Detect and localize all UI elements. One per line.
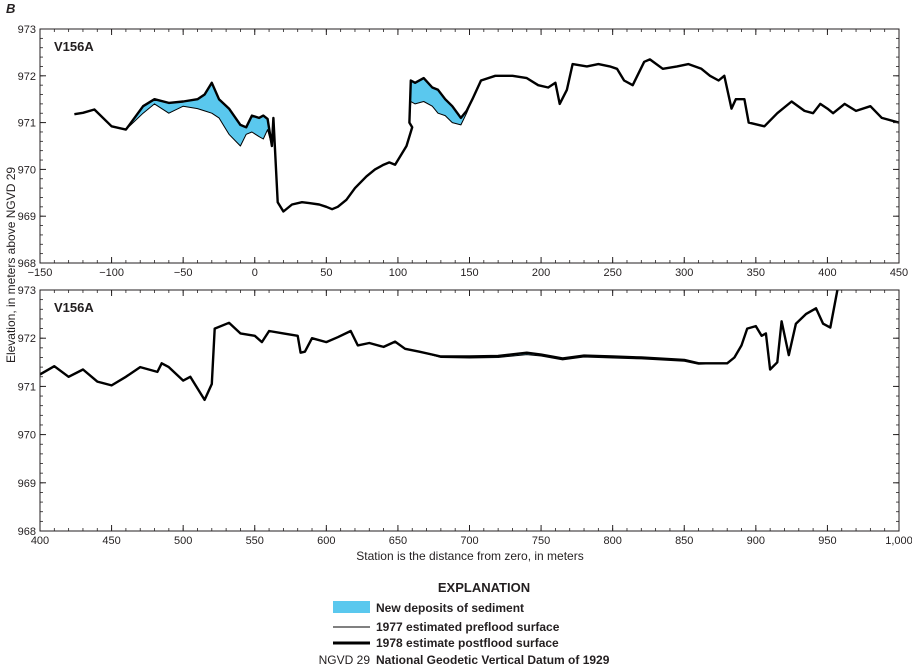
- x-tick-label: 700: [460, 535, 478, 547]
- x-tick-label: 450: [102, 535, 120, 547]
- plot-frame: [39, 289, 900, 532]
- x-axis-title: Station is the distance from zero, in me…: [356, 549, 583, 563]
- legend: EXPLANATION New deposits of sediment 197…: [319, 580, 610, 667]
- plot-frame: [39, 28, 900, 264]
- x-tick-label: 1,000: [885, 535, 912, 547]
- postflood-surface-line: [74, 58, 899, 213]
- y-tick-label: 970: [18, 164, 36, 176]
- x-tick-label: 600: [317, 535, 335, 547]
- panel-top: −150 −100 −50 0 50 100 150 200 250 300 350 400 450 96…: [18, 24, 909, 279]
- x-tick-label: −150: [28, 267, 53, 279]
- postflood-surface-line: [40, 290, 839, 402]
- y-tick-label: 969: [18, 478, 36, 490]
- y-tick-label: 972: [18, 333, 36, 345]
- panel-bottom: 400 450 500 550 600 650 700 750 800 850 900 950 1,00…: [18, 285, 912, 547]
- x-tick-label: 800: [603, 535, 621, 547]
- y-tick-label: 971: [18, 381, 36, 393]
- x-tick-label: 900: [747, 535, 765, 547]
- y-tick-label: 968: [18, 526, 36, 538]
- panel-label: V156A: [54, 300, 94, 315]
- x-tick-label: 500: [174, 535, 192, 547]
- plot-area: [74, 58, 899, 213]
- x-tick-label: 300: [675, 267, 693, 279]
- legend-postflood-label: 1978 estimate postflood surface: [376, 636, 559, 650]
- legend-title: EXPLANATION: [438, 580, 530, 595]
- plot-area: [40, 290, 839, 402]
- legend-abbreviation-label: National Geodetic Vertical Datum of 1929: [376, 653, 610, 667]
- legend-deposit-label: New deposits of sediment: [376, 601, 524, 615]
- x-tick-label: 450: [890, 267, 908, 279]
- figure-letter: B: [6, 1, 15, 16]
- x-tick-label: −100: [99, 267, 124, 279]
- preflood-surface-line: [74, 58, 899, 212]
- y-axis-title: Elevation, in meters above NGVD 29: [4, 167, 18, 363]
- x-tick-label: 200: [532, 267, 550, 279]
- x-tick-label: 950: [818, 535, 836, 547]
- x-tick-label: 150: [460, 267, 478, 279]
- x-tick-label: 400: [31, 535, 49, 547]
- x-tick-label: 50: [320, 267, 332, 279]
- y-tick-label: 971: [18, 118, 36, 130]
- legend-deposit-swatch: [333, 601, 370, 613]
- x-tick-label: 850: [675, 535, 693, 547]
- y-tick-label: 973: [18, 285, 36, 297]
- y-tick-label: 969: [18, 211, 36, 223]
- y-tick-label: 972: [18, 71, 36, 83]
- x-tick-label: 100: [389, 267, 407, 279]
- sediment-deposit-area: [125, 82, 272, 146]
- x-tick-label: 0: [252, 267, 258, 279]
- x-tick-label: −50: [174, 267, 193, 279]
- y-tick-label: 968: [18, 258, 36, 270]
- sediment-deposit-area: [409, 78, 473, 125]
- legend-preflood-label: 1977 estimated preflood surface: [376, 620, 560, 634]
- panel-label: V156A: [54, 39, 94, 54]
- x-tick-label: 250: [603, 267, 621, 279]
- x-tick-label: 400: [818, 267, 836, 279]
- x-tick-label: 550: [246, 535, 264, 547]
- y-tick-label: 973: [18, 24, 36, 36]
- x-tick-label: 350: [747, 267, 765, 279]
- x-tick-label: 650: [389, 535, 407, 547]
- x-tick-label: 750: [532, 535, 550, 547]
- y-tick-label: 970: [18, 430, 36, 442]
- legend-abbreviation: NGVD 29: [319, 653, 371, 667]
- preflood-surface-line: [40, 290, 838, 401]
